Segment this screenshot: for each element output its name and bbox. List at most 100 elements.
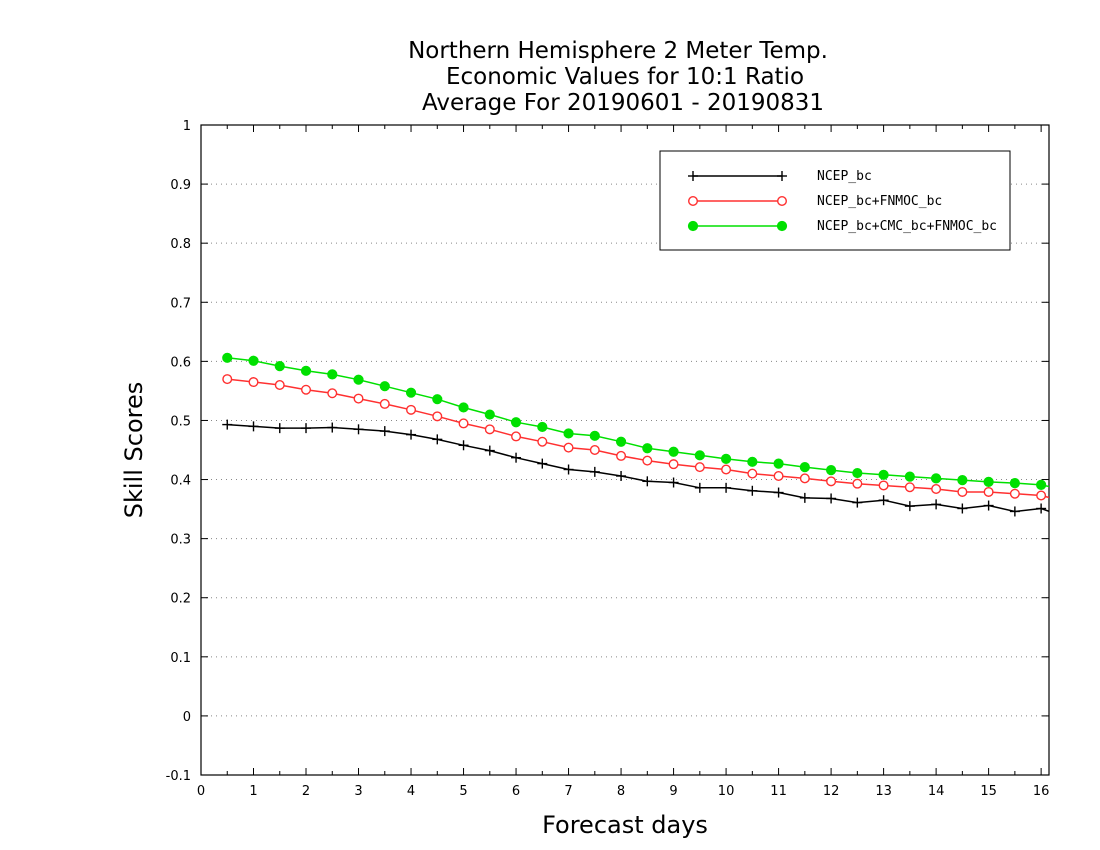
data-point: [1036, 479, 1047, 490]
x-tick-label: 13: [875, 784, 892, 799]
data-point: [616, 471, 627, 481]
data-point: [615, 436, 627, 447]
data-point: [826, 493, 837, 504]
data-point: [668, 459, 679, 470]
data-point: [904, 471, 915, 482]
data-point: [1063, 498, 1072, 507]
series-line: [227, 423, 1049, 513]
data-point: [537, 436, 548, 447]
x-tick-label: 11: [770, 784, 787, 799]
y-axis: -0.1 0 0.1 0.2 0.3 0.4 0.5 0.6 0.7 0.8 0.9 1: [166, 119, 1049, 784]
data-point: [248, 421, 259, 432]
data-point: [589, 445, 600, 456]
data-point: [799, 492, 810, 503]
x-tick-label: 5: [459, 784, 467, 799]
data-point: [353, 424, 364, 435]
series-line: [227, 357, 1049, 488]
legend-marker: [777, 171, 787, 181]
data-point: [432, 434, 443, 445]
data-point: [983, 476, 994, 488]
chart-title-line-2: Economic Values for 10:1 Ratio: [446, 64, 804, 90]
data-point: [484, 424, 495, 435]
data-point: [1036, 490, 1047, 501]
data-point: [353, 393, 364, 404]
data-point: [694, 482, 705, 493]
data-point: [773, 487, 784, 498]
legend-marker: [687, 220, 699, 232]
y-tick-label: 0.2: [170, 592, 191, 607]
chart-title-line-3: Average For 20190601 - 20190831: [422, 90, 824, 116]
data-point: [1009, 477, 1020, 489]
legend-marker: [777, 195, 788, 206]
series-ncep-bc: [222, 419, 1072, 523]
y-tick-label: 0.4: [170, 474, 191, 489]
data-point: [799, 473, 810, 484]
data-point: [511, 431, 522, 442]
data-point: [274, 380, 285, 391]
data-point: [406, 429, 417, 440]
data-point: [747, 485, 758, 496]
data-point: [301, 384, 312, 395]
y-tick-label: 0.7: [170, 296, 191, 311]
y-tick-label: 0.5: [170, 414, 191, 429]
data-point: [432, 411, 443, 422]
data-point: [983, 486, 994, 497]
data-point: [511, 452, 522, 463]
data-point: [1009, 488, 1020, 499]
data-point: [589, 430, 600, 441]
data-point: [222, 374, 233, 385]
data-point: [537, 421, 548, 433]
data-point: [274, 423, 285, 434]
data-point: [825, 464, 837, 476]
data-point: [642, 443, 653, 454]
x-tick-label: 9: [669, 784, 677, 799]
legend: NCEP_bc NCEP_bc+FNMOC_bc NCEP_bc+CMC_bc+FN…: [659, 150, 1011, 251]
legend-entry: NCEP_bc+CMC_bc+FNMOC_bc: [687, 219, 997, 234]
data-point: [563, 428, 574, 439]
data-point: [668, 477, 679, 488]
data-point: [773, 471, 784, 482]
data-point: [642, 455, 653, 466]
data-point: [222, 419, 233, 430]
data-point: [616, 450, 627, 461]
data-point: [931, 499, 942, 510]
data-point: [405, 387, 417, 398]
data-point: [458, 402, 469, 413]
x-tick-label: 14: [928, 784, 945, 799]
data-point: [510, 417, 522, 428]
data-point: [1063, 486, 1072, 495]
data-point: [852, 497, 863, 508]
data-point: [878, 495, 889, 506]
y-tick-label: 0.3: [170, 533, 191, 548]
data-point: [432, 394, 443, 405]
y-tick-label: 0.9: [170, 178, 191, 193]
data-point: [274, 360, 285, 372]
data-point: [406, 404, 417, 415]
data-point: [379, 398, 390, 409]
data-point: [1062, 513, 1072, 523]
data-point: [327, 388, 338, 399]
data-point: [904, 482, 915, 493]
y-tick-label: 0.1: [170, 651, 191, 666]
data-point: [957, 475, 968, 486]
data-point: [300, 365, 312, 376]
data-point: [694, 450, 705, 461]
data-point: [537, 458, 548, 469]
x-tick-label: 6: [512, 784, 520, 799]
data-point: [301, 423, 312, 434]
x-tick-label: 4: [407, 784, 415, 799]
series-ncep-bc-fnmoc-bc: [222, 374, 1072, 507]
data-point: [458, 440, 469, 451]
x-tick-label: 8: [617, 784, 625, 799]
data-point: [1036, 503, 1047, 514]
data-point: [983, 500, 994, 511]
data-point: [720, 453, 732, 464]
legend-marker: [776, 220, 788, 232]
legend-label: NCEP_bc: [817, 169, 872, 184]
data-point: [957, 486, 968, 497]
y-tick-label: 1: [183, 119, 191, 134]
data-point: [379, 381, 390, 392]
data-point: [957, 503, 968, 514]
x-tick-label: 0: [197, 784, 205, 799]
